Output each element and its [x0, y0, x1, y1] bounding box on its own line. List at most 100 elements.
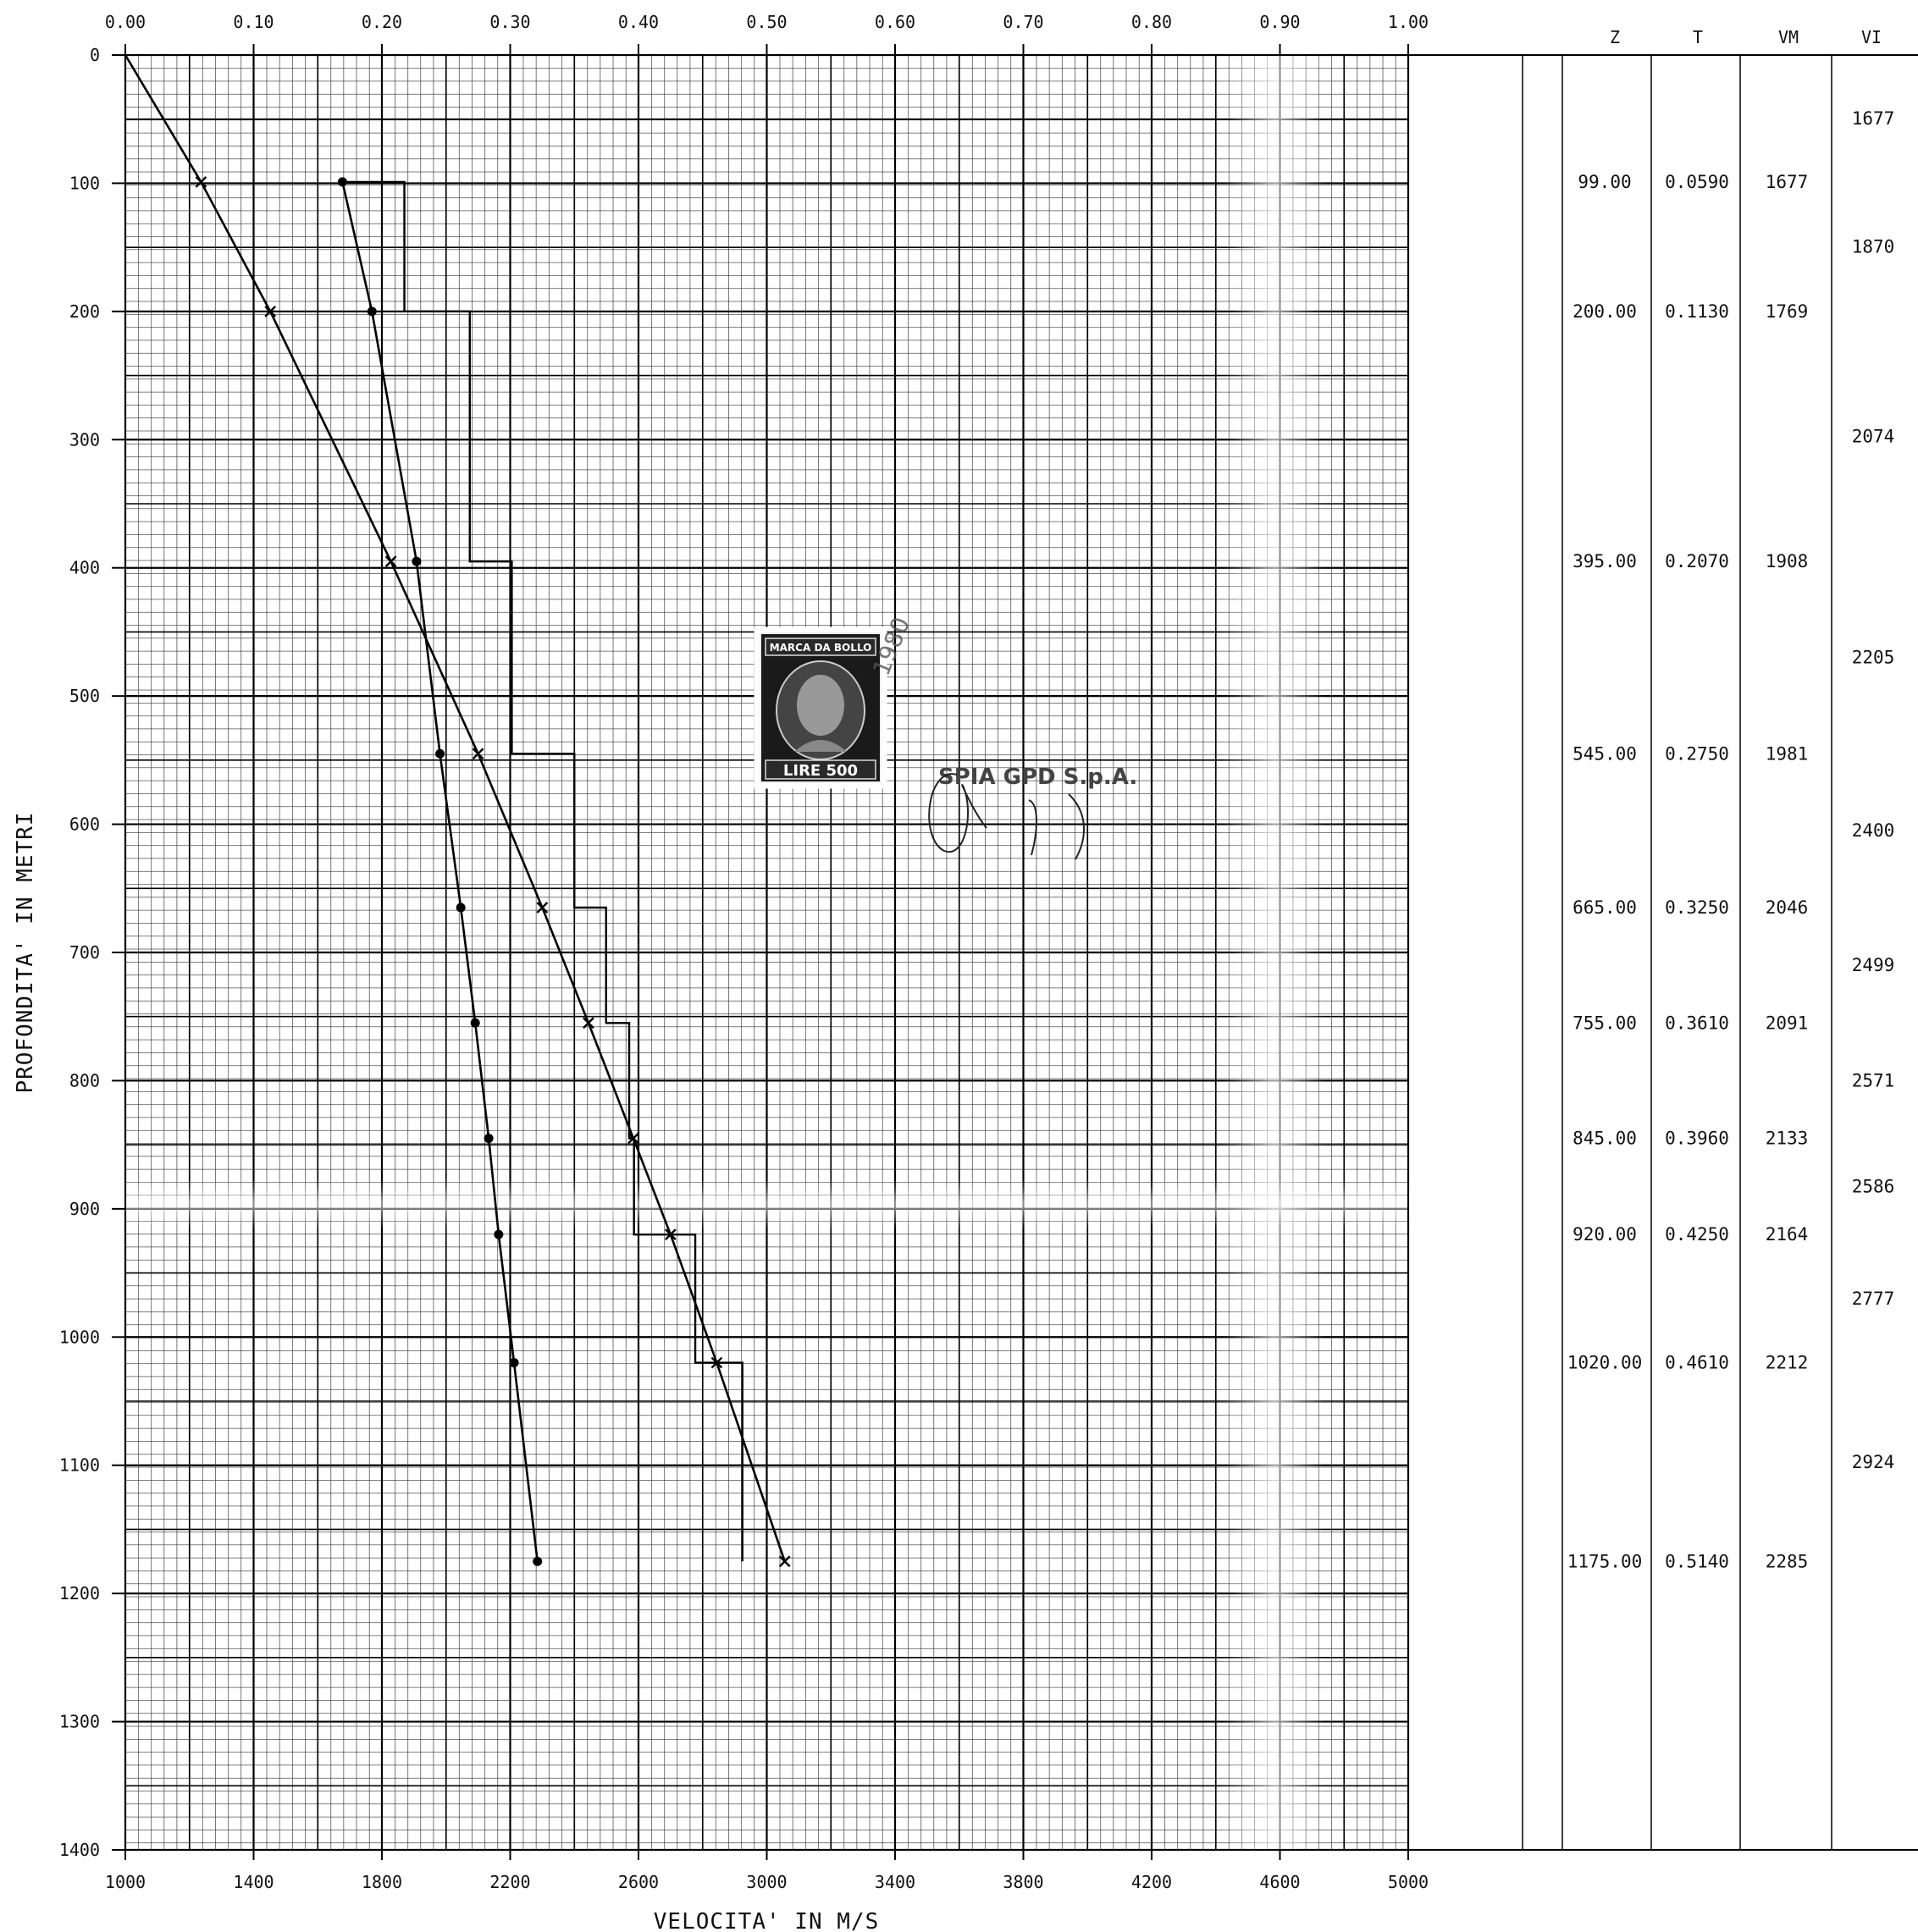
average-velocity-point-dot — [484, 1134, 494, 1144]
table-cell-vm: 2091 — [1766, 1013, 1809, 1033]
average-velocity-point-dot — [533, 1556, 543, 1566]
table-cell-vi: 2205 — [1852, 648, 1895, 668]
bottom-tick-label: 1000 — [105, 1872, 146, 1892]
time-depth-point-x-marker — [384, 555, 397, 567]
table-cell-vi: 2400 — [1852, 820, 1895, 841]
average-velocity-point-dot — [470, 1018, 480, 1028]
table-cell-vi: 2924 — [1852, 1452, 1895, 1472]
table-cell-t: 0.4250 — [1665, 1224, 1729, 1245]
left-tick-label: 700 — [69, 942, 100, 963]
table-header-t: T — [1693, 27, 1703, 47]
table-cell-t: 0.3610 — [1665, 1013, 1729, 1033]
table-cell-z: 395.00 — [1573, 551, 1637, 571]
left-tick-label: 1000 — [59, 1327, 100, 1347]
table-cell-t: 0.2750 — [1665, 743, 1729, 764]
left-tick-label: 1200 — [59, 1583, 100, 1604]
table-cell-vm: 2285 — [1766, 1551, 1809, 1571]
top-tick-label: 0.90 — [1259, 12, 1300, 32]
table-cell-vm: 1981 — [1766, 743, 1809, 764]
bottom-tick-label: 4200 — [1131, 1872, 1172, 1892]
table-cell-vi: 2499 — [1852, 955, 1895, 975]
top-axis-ticks: 0.00 0.10 0.20 0.30 0.40 0.50 0.60 0.70 0.80 0.90… — [105, 12, 1429, 55]
company-stamp: SPIA GPD S.p.A. — [938, 765, 1137, 790]
average-velocity-point-dot — [367, 306, 377, 317]
top-tick-label: 0.20 — [362, 12, 402, 32]
top-tick-label: 1.00 — [1388, 12, 1429, 32]
time-depth-point-x-marker — [264, 306, 277, 317]
left-tick-label: 800 — [69, 1070, 100, 1090]
table-cell-z: 1175.00 — [1567, 1551, 1643, 1571]
table-header-z: Z — [1610, 27, 1620, 47]
top-tick-label: 0.50 — [746, 12, 787, 32]
table-cell-vm: 2046 — [1766, 897, 1809, 918]
table-cell-z: 920.00 — [1573, 1224, 1637, 1245]
scan-fade-horizontal — [119, 1179, 1414, 1229]
signature — [928, 773, 1085, 860]
top-tick-label: 0.10 — [233, 12, 274, 32]
stamp-top-text: MARCA DA BOLLO — [770, 642, 872, 654]
top-tick-label: 0.60 — [875, 12, 915, 32]
average-velocity-point-dot — [509, 1358, 519, 1368]
table-cell-vm: 1769 — [1766, 301, 1809, 322]
left-tick-label: 400 — [69, 558, 100, 578]
bottom-tick-label: 3000 — [746, 1872, 787, 1892]
bottom-tick-label: 4600 — [1259, 1872, 1300, 1892]
stamp-bottom-text: LIRE 500 — [783, 762, 858, 780]
table-cell-vm: 2164 — [1766, 1224, 1809, 1245]
table-cell-vi: 2571 — [1852, 1070, 1895, 1090]
y-axis-title: PROFONDITA' IN METRI — [13, 811, 38, 1093]
table-cell-t: 0.2070 — [1665, 551, 1729, 571]
average-velocity-point-dot — [435, 748, 445, 759]
table-cell-t: 0.5140 — [1665, 1551, 1729, 1571]
table-cell-z: 845.00 — [1573, 1129, 1637, 1149]
major-grid — [124, 53, 1410, 1852]
bottom-tick-label: 3400 — [875, 1872, 915, 1892]
time-depth-point-x-marker — [472, 748, 484, 760]
bottom-tick-label: 2200 — [489, 1872, 530, 1892]
bottom-tick-label: 2600 — [618, 1872, 659, 1892]
left-tick-label: 100 — [69, 173, 100, 193]
table-cell-vi: 1870 — [1852, 236, 1895, 257]
x-axis-title: VELOCITA' IN M/S — [654, 1909, 879, 1932]
table-cell-z: 1020.00 — [1567, 1353, 1643, 1373]
average-velocity-point-dot — [494, 1229, 504, 1239]
stamp-portrait-head — [797, 675, 844, 736]
plot-area — [119, 34, 1414, 1863]
table-cell-z: 545.00 — [1573, 743, 1637, 764]
stamp-top-band — [765, 638, 876, 656]
table-cell-vi: 2074 — [1852, 427, 1895, 447]
table-cell-vm: 1908 — [1766, 551, 1809, 571]
table-cell-t: 0.3960 — [1665, 1129, 1729, 1149]
series-layer — [124, 54, 791, 1568]
left-tick-label: 900 — [69, 1199, 100, 1219]
left-tick-label: 0 — [90, 45, 100, 65]
left-tick-label: 1400 — [59, 1840, 100, 1860]
average-velocity-point-dot — [456, 903, 466, 913]
stamp-bottom-band — [765, 759, 876, 780]
table-header-vi: VI — [1861, 27, 1882, 47]
table-cell-vm: 1677 — [1766, 172, 1809, 192]
table-cell-vi: 1677 — [1852, 108, 1895, 129]
table-cell-t: 0.0590 — [1665, 172, 1729, 192]
table-cell-vi: 2777 — [1852, 1289, 1895, 1309]
left-tick-label: 200 — [69, 301, 100, 322]
table-cell-vm: 2212 — [1766, 1353, 1809, 1373]
time-depth-point-x-marker — [536, 902, 549, 914]
left-axis-ticks: 0 100 200 300 400 500 600 700 800 900 1000 1100 1200… — [59, 45, 125, 1860]
top-tick-label: 0.30 — [489, 12, 530, 32]
table-cell-z: 200.00 — [1573, 301, 1637, 322]
table-cell-z: 755.00 — [1573, 1013, 1637, 1033]
left-tick-label: 300 — [69, 429, 100, 450]
table-cell-t: 0.1130 — [1665, 301, 1729, 322]
average-velocity-line — [341, 181, 539, 1562]
bottom-tick-label: 3800 — [1003, 1872, 1043, 1892]
scan-fade-vertical — [1224, 34, 1325, 1863]
left-tick-label: 600 — [69, 814, 100, 835]
top-tick-label: 0.80 — [1131, 12, 1172, 32]
left-tick-label: 500 — [69, 686, 100, 706]
table-cell-z: 99.00 — [1578, 172, 1631, 192]
stamp-portrait-shoulders — [794, 740, 847, 752]
table-rows: 99.00 0.0590 1677 200.00 0.1130 1769 395.00 0.2… — [1567, 108, 1895, 1571]
bottom-tick-label: 1400 — [233, 1872, 274, 1892]
time-depth-point-x-marker — [195, 176, 207, 188]
